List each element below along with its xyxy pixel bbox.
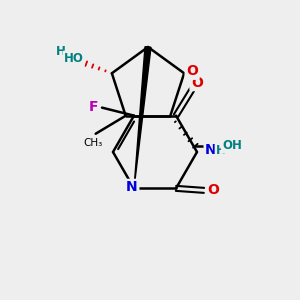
Text: N: N [205,143,217,157]
Text: CH₃: CH₃ [83,138,102,148]
Text: H: H [56,45,66,58]
Text: N: N [126,180,138,194]
Polygon shape [134,47,151,188]
Text: O: O [186,64,198,78]
Text: O: O [191,76,203,90]
Text: OH: OH [222,139,242,152]
Text: HO: HO [64,52,84,65]
Text: O: O [65,52,76,65]
Text: F: F [88,100,98,114]
Text: H: H [216,143,226,157]
Text: O: O [207,183,219,197]
